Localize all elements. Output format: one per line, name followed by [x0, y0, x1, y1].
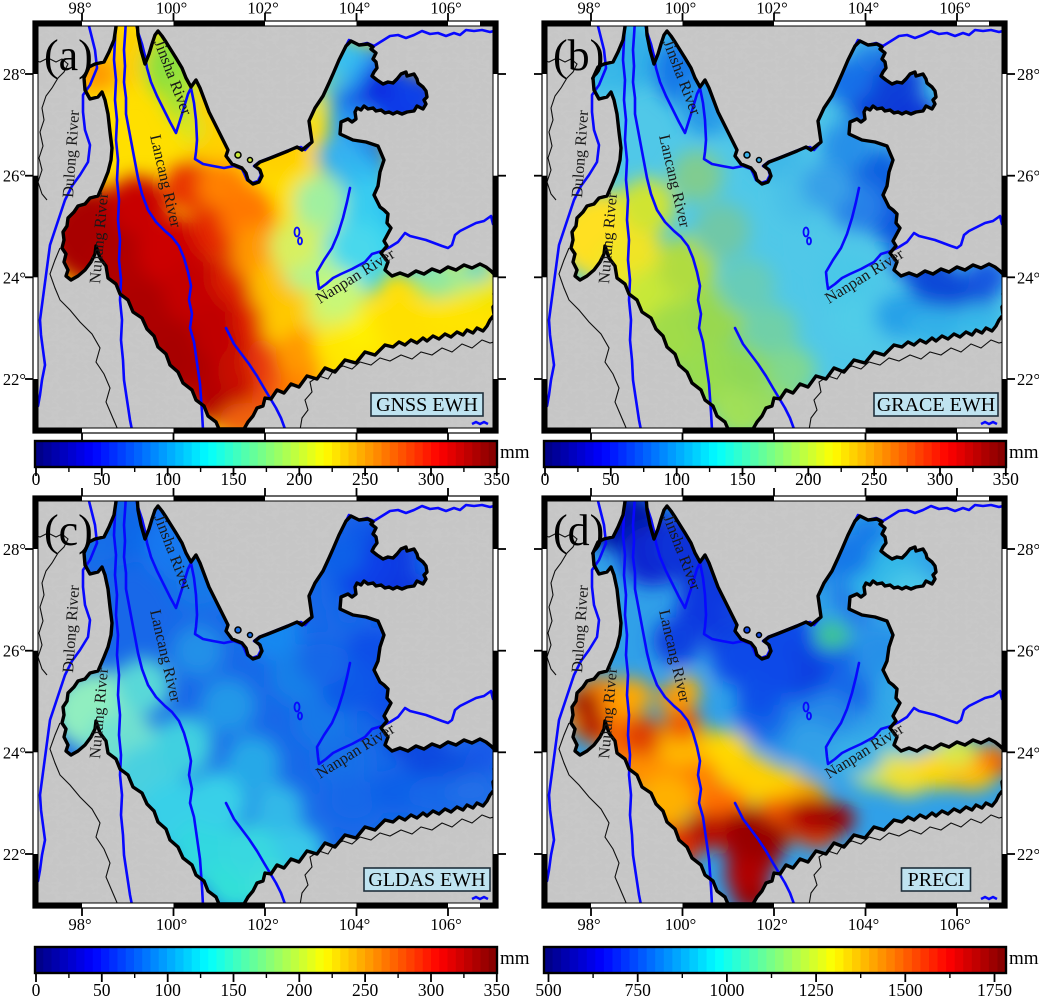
svg-text:GRACE EWH: GRACE EWH	[877, 394, 995, 416]
svg-text:98°: 98°	[577, 915, 600, 934]
svg-text:106°: 106°	[430, 0, 461, 18]
svg-text:0: 0	[541, 469, 550, 489]
svg-text:50: 50	[93, 469, 111, 489]
svg-text:28°: 28°	[1017, 65, 1039, 84]
svg-text:200: 200	[286, 980, 313, 999]
svg-text:98°: 98°	[68, 915, 91, 934]
svg-text:150: 150	[729, 469, 756, 489]
svg-text:(a): (a)	[44, 31, 93, 80]
svg-text:PRECI: PRECI	[908, 869, 965, 891]
svg-text:300: 300	[418, 469, 445, 489]
svg-text:350: 350	[484, 980, 511, 999]
svg-text:98°: 98°	[577, 0, 600, 18]
svg-text:100°: 100°	[665, 915, 696, 934]
svg-text:100°: 100°	[156, 0, 187, 18]
svg-text:24°: 24°	[3, 268, 26, 287]
svg-text:104°: 104°	[848, 0, 879, 18]
svg-text:250: 250	[861, 469, 888, 489]
svg-text:GNSS EWH: GNSS EWH	[376, 394, 478, 416]
svg-text:1750: 1750	[977, 980, 1012, 999]
svg-text:300: 300	[927, 469, 954, 489]
svg-text:mm: mm	[500, 442, 530, 463]
svg-text:28°: 28°	[3, 65, 26, 84]
svg-text:100°: 100°	[156, 915, 187, 934]
svg-text:98°: 98°	[68, 0, 91, 18]
svg-text:26°: 26°	[1017, 167, 1039, 186]
svg-text:26°: 26°	[3, 167, 26, 186]
svg-text:106°: 106°	[939, 915, 970, 934]
svg-text:500: 500	[535, 980, 562, 999]
svg-text:104°: 104°	[339, 915, 370, 934]
svg-text:GLDAS EWH: GLDAS EWH	[368, 869, 485, 891]
svg-text:22°: 22°	[1017, 845, 1039, 864]
svg-text:250: 250	[352, 980, 379, 999]
svg-text:150: 150	[220, 469, 247, 489]
svg-text:28°: 28°	[3, 540, 26, 559]
svg-text:750: 750	[625, 980, 652, 999]
svg-text:100: 100	[155, 980, 182, 999]
svg-text:mm: mm	[500, 948, 530, 969]
svg-text:100: 100	[664, 469, 691, 489]
svg-text:250: 250	[352, 469, 379, 489]
svg-text:26°: 26°	[3, 642, 26, 661]
svg-text:300: 300	[418, 980, 445, 999]
svg-text:106°: 106°	[939, 0, 970, 18]
svg-text:1000: 1000	[709, 980, 744, 999]
svg-text:0: 0	[32, 469, 41, 489]
svg-text:350: 350	[993, 469, 1020, 489]
svg-text:24°: 24°	[3, 743, 26, 762]
svg-text:102°: 102°	[247, 915, 278, 934]
svg-text:350: 350	[484, 469, 511, 489]
svg-text:28°: 28°	[1017, 540, 1039, 559]
svg-text:200: 200	[795, 469, 822, 489]
svg-text:mm: mm	[1009, 948, 1039, 969]
svg-text:22°: 22°	[1017, 370, 1039, 389]
svg-text:24°: 24°	[1017, 268, 1039, 287]
svg-text:(c): (c)	[44, 506, 93, 555]
svg-text:0: 0	[32, 980, 41, 999]
svg-text:50: 50	[93, 980, 111, 999]
svg-text:102°: 102°	[756, 915, 787, 934]
svg-text:1500: 1500	[888, 980, 923, 999]
svg-text:104°: 104°	[339, 0, 370, 18]
svg-text:50: 50	[602, 469, 620, 489]
svg-text:1250: 1250	[799, 980, 834, 999]
svg-text:102°: 102°	[756, 0, 787, 18]
svg-text:150: 150	[220, 980, 247, 999]
svg-text:100: 100	[155, 469, 182, 489]
svg-text:24°: 24°	[1017, 743, 1039, 762]
svg-text:(d): (d)	[553, 506, 604, 555]
svg-text:100°: 100°	[665, 0, 696, 18]
svg-text:(b): (b)	[553, 31, 604, 80]
svg-text:106°: 106°	[430, 915, 461, 934]
svg-text:200: 200	[286, 469, 313, 489]
svg-text:102°: 102°	[247, 0, 278, 18]
svg-text:104°: 104°	[848, 915, 879, 934]
svg-text:22°: 22°	[3, 370, 26, 389]
svg-text:22°: 22°	[3, 845, 26, 864]
svg-text:mm: mm	[1009, 442, 1039, 463]
svg-text:26°: 26°	[1017, 642, 1039, 661]
